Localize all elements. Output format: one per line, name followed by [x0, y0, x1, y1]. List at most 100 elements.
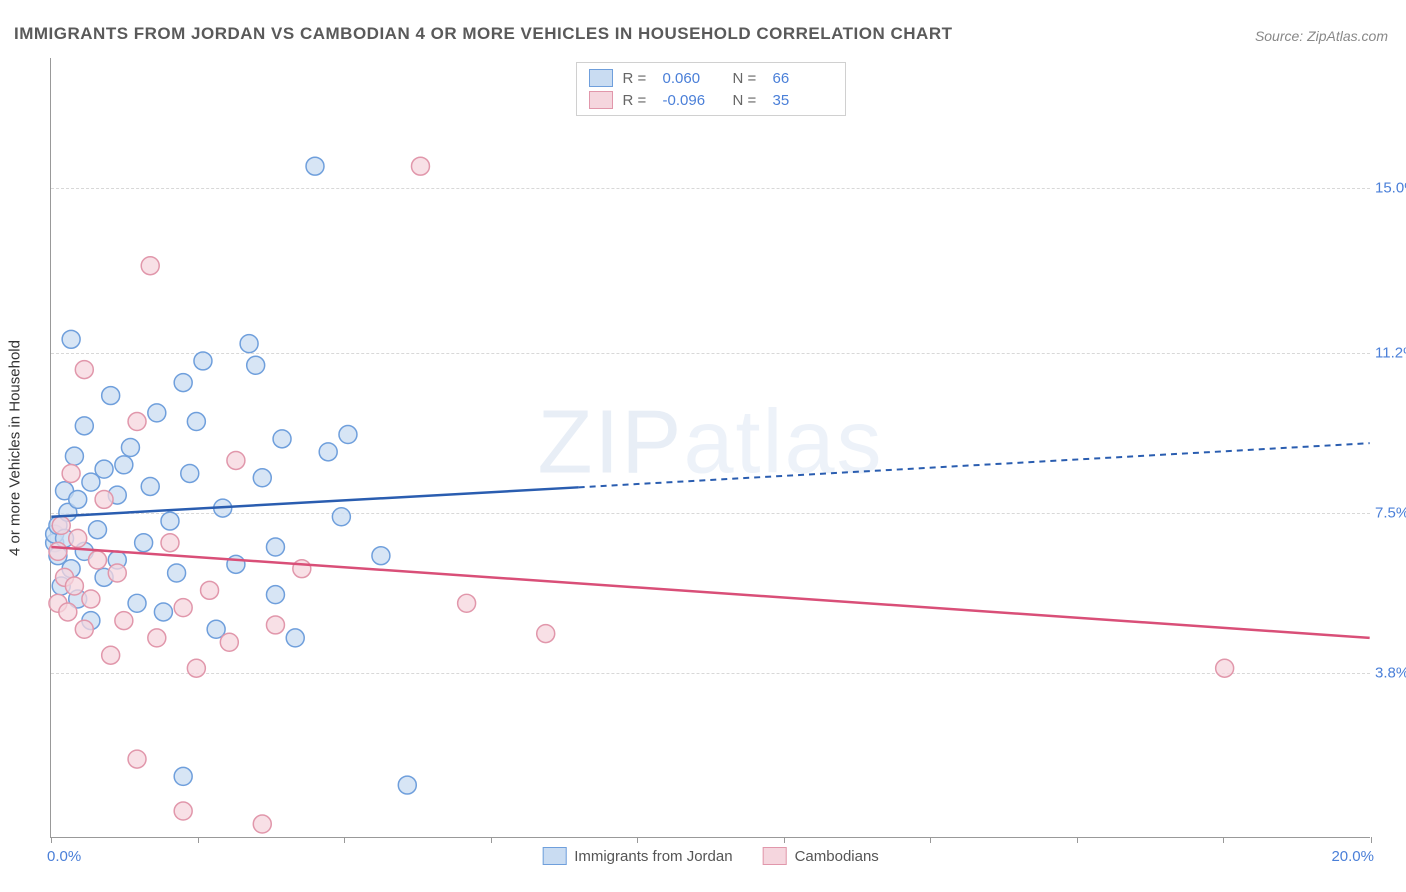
data-point: [286, 629, 304, 647]
data-point: [65, 577, 83, 595]
x-axis-start-label: 0.0%: [47, 848, 81, 865]
x-tick: [344, 837, 345, 843]
swatch-bottom-0: [542, 847, 566, 865]
data-point: [88, 521, 106, 539]
data-point: [69, 529, 87, 547]
data-point: [187, 413, 205, 431]
y-tick-label: 3.8%: [1375, 665, 1406, 682]
r-label: R =: [623, 92, 653, 109]
data-point: [458, 594, 476, 612]
data-point: [148, 629, 166, 647]
data-point: [537, 625, 555, 643]
r-value-1: -0.096: [663, 92, 723, 109]
legend-row-0: R = 0.060 N = 66: [589, 67, 833, 89]
n-value-1: 35: [773, 92, 833, 109]
data-point: [411, 157, 429, 175]
data-point: [65, 447, 83, 465]
data-point: [115, 456, 133, 474]
data-point: [319, 443, 337, 461]
data-point: [135, 534, 153, 552]
data-point: [273, 430, 291, 448]
data-point: [69, 490, 87, 508]
data-point: [174, 599, 192, 617]
x-tick: [1223, 837, 1224, 843]
data-point: [161, 512, 179, 530]
swatch-bottom-1: [763, 847, 787, 865]
legend-row-1: R = -0.096 N = 35: [589, 89, 833, 111]
x-tick: [1371, 837, 1372, 843]
data-point: [108, 564, 126, 582]
legend-item-1: Cambodians: [763, 847, 879, 865]
data-point: [293, 560, 311, 578]
data-point: [194, 352, 212, 370]
data-point: [181, 464, 199, 482]
data-point: [398, 776, 416, 794]
data-point: [240, 335, 258, 353]
data-point: [102, 387, 120, 405]
data-point: [168, 564, 186, 582]
data-point: [62, 464, 80, 482]
chart-title: IMMIGRANTS FROM JORDAN VS CAMBODIAN 4 OR…: [14, 24, 952, 44]
data-point: [148, 404, 166, 422]
r-label: R =: [623, 70, 653, 87]
data-point: [332, 508, 350, 526]
data-point: [52, 516, 70, 534]
data-point: [227, 555, 245, 573]
data-point: [201, 581, 219, 599]
data-point: [187, 659, 205, 677]
data-point: [75, 417, 93, 435]
data-point: [102, 646, 120, 664]
data-point: [128, 594, 146, 612]
data-point: [115, 612, 133, 630]
r-value-0: 0.060: [663, 70, 723, 87]
swatch-series-1: [589, 91, 613, 109]
data-point: [128, 750, 146, 768]
data-point: [121, 439, 139, 457]
data-point: [266, 538, 284, 556]
n-label: N =: [733, 70, 763, 87]
x-tick: [784, 837, 785, 843]
data-point: [154, 603, 172, 621]
data-point: [174, 802, 192, 820]
y-tick-label: 15.0%: [1375, 180, 1406, 197]
data-point: [75, 361, 93, 379]
y-axis-title: 4 or more Vehicles in Household: [7, 340, 24, 556]
data-point: [174, 767, 192, 785]
x-tick: [930, 837, 931, 843]
data-point: [266, 586, 284, 604]
data-point: [62, 330, 80, 348]
data-point: [306, 157, 324, 175]
trend-line: [51, 547, 1369, 638]
y-tick-label: 7.5%: [1375, 505, 1406, 522]
n-label: N =: [733, 92, 763, 109]
data-point: [75, 620, 93, 638]
data-point: [59, 603, 77, 621]
x-tick: [637, 837, 638, 843]
trend-line-dashed: [579, 443, 1370, 487]
data-point: [128, 413, 146, 431]
source-label: Source: ZipAtlas.com: [1255, 28, 1388, 44]
trend-line: [51, 487, 578, 516]
series-name-1: Cambodians: [795, 848, 879, 865]
legend-item-0: Immigrants from Jordan: [542, 847, 732, 865]
y-tick-label: 11.2%: [1375, 344, 1406, 361]
data-point: [227, 451, 245, 469]
data-point: [1216, 659, 1234, 677]
data-point: [247, 356, 265, 374]
swatch-series-0: [589, 69, 613, 87]
data-point: [220, 633, 238, 651]
data-point: [95, 460, 113, 478]
data-point: [141, 257, 159, 275]
data-point: [49, 542, 67, 560]
x-tick: [198, 837, 199, 843]
plot-area: ZIPatlas 4 or more Vehicles in Household…: [50, 58, 1370, 838]
data-point: [253, 469, 271, 487]
data-point: [88, 551, 106, 569]
x-tick: [51, 837, 52, 843]
legend-correlation: R = 0.060 N = 66 R = -0.096 N = 35: [576, 62, 846, 116]
data-point: [339, 426, 357, 444]
data-point: [141, 477, 159, 495]
data-point: [161, 534, 179, 552]
data-point: [253, 815, 271, 833]
scatter-svg: [51, 58, 1370, 837]
